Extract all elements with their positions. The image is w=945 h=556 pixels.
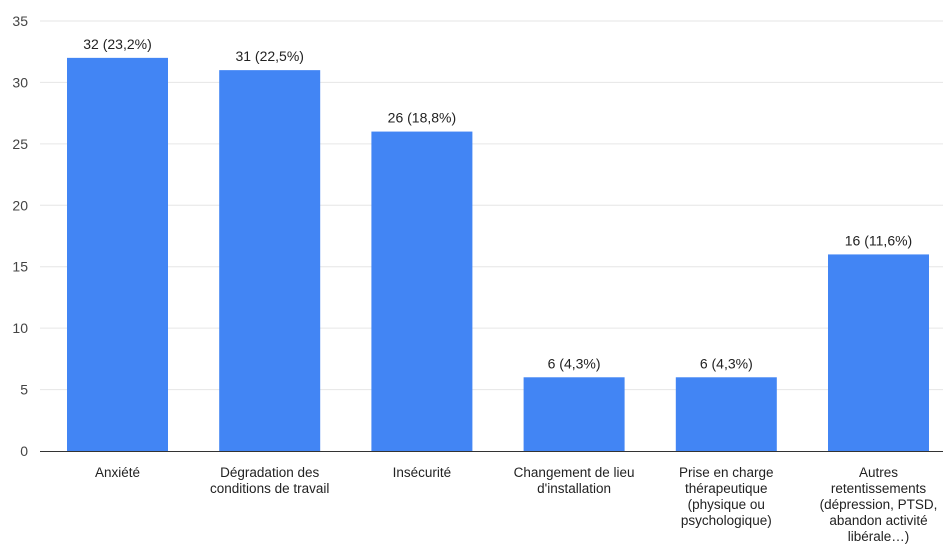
y-tick-label: 0 [20,443,28,459]
x-tick-label-line: retentissements [831,481,927,496]
y-tick-label: 5 [20,382,28,398]
x-tick-label-line: Insécurité [393,465,452,480]
x-tick-label-line: (physique ou [688,497,765,512]
y-tick-label: 25 [12,136,28,152]
bar [828,254,929,451]
y-tick-label: 10 [12,320,28,336]
data-label: 32 (23,2%) [83,36,151,52]
data-label: 26 (18,8%) [388,110,456,126]
x-tick-label-line: Changement de lieu [514,465,635,480]
bar [219,70,321,452]
data-label: 31 (22,5%) [235,48,303,64]
x-tick-label-line: conditions de travail [210,481,329,496]
x-tick-label: Prise en charge thérapeutique (physique ou… [679,465,774,528]
bar-layer [67,57,929,452]
grid-layer [40,20,943,452]
x-tick-label: Changement de lieu d'installation [514,465,635,496]
x-tick-label-line: psychologique) [681,513,772,528]
bar [675,377,777,451]
x-tick-label-line: Anxiété [95,465,140,480]
x-tick-label-line: (dépression, PTSD, [820,497,938,512]
bar [67,57,168,451]
x-tick-label: Dégradation des conditions de travail [210,465,329,496]
y-tick-label: 15 [12,259,28,275]
data-label: 16 (11,6%) [845,232,912,248]
bar [371,131,473,452]
x-tick-label-line: Prise en charge [679,465,774,480]
data-label: 6 (4,3%) [548,355,601,371]
x-tick-label-line: abandon activité [829,513,927,528]
x-tick-label: Insécurité [393,465,452,480]
y-axis: 0 5 10 15 20 25 30 35 [12,13,28,459]
data-label-layer: 32 (23,2%) 31 (22,5%) 26 (18,8%) 6 (4,3%) 6 … [83,36,912,371]
y-tick-label: 35 [12,13,28,29]
x-tick-label: Anxiété [95,465,140,480]
y-tick-label: 30 [12,74,28,90]
x-tick-label-line: thérapeutique [685,481,768,496]
x-tick-label: Autres retentissements (dépression, PTSD, a… [820,465,938,544]
x-tick-label-line: Dégradation des [220,465,319,480]
x-tick-label-line: Autres [859,465,898,480]
y-tick-label: 20 [12,197,28,213]
x-axis: Anxiété Dégradation des conditions de trav… [95,465,937,544]
x-tick-label-line: libérale…) [848,529,910,544]
x-tick-label-line: d'installation [537,481,611,496]
bar [523,377,625,451]
data-label: 6 (4,3%) [700,355,753,371]
